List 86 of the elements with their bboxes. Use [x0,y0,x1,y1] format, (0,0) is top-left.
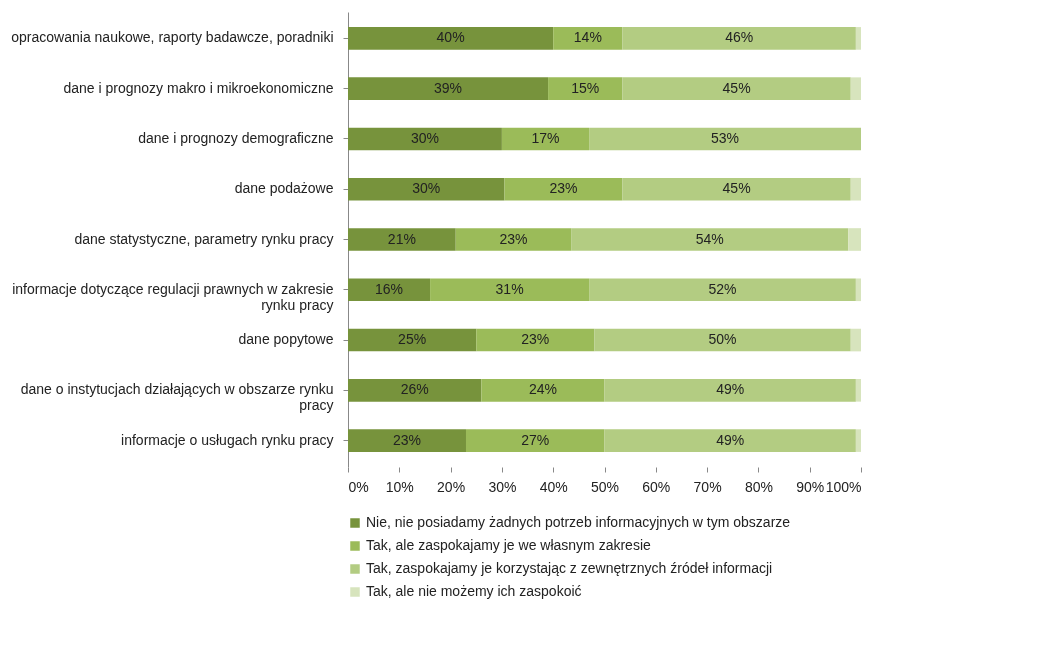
y-tick-label: dane i prognozy makro i mikroekonomiczne [63,79,334,96]
data-label: 45% [722,180,751,197]
bar [348,127,502,151]
bar [604,429,856,452]
x-tick-label: 0% [348,478,369,495]
bar [594,328,851,352]
bar [430,278,590,302]
data-label: 21% [387,230,416,247]
data-label: 30% [412,180,441,197]
bar [553,27,623,50]
bar [850,77,861,100]
data-label: 23% [392,431,422,448]
bar [348,228,456,251]
x-tick-label: 60% [642,478,671,495]
x-tick-label: 100% [825,478,862,495]
bar [850,177,861,201]
bar [855,278,861,302]
legend-label: Tak, ale nie możemy ich zaspokoić [366,583,582,599]
data-label: 16% [375,280,404,297]
x-tick-label: 90% [796,478,825,495]
data-label: 52% [708,280,737,297]
x-tick-label: 70% [693,478,722,495]
bar [348,429,466,452]
bar [571,228,849,251]
data-label: 27% [521,431,550,448]
bar [548,77,623,100]
data-label: 50% [708,331,737,348]
bar [348,77,549,100]
bar [855,27,861,50]
data-label: 15% [571,79,600,96]
data-label: 54% [695,230,724,247]
bar [455,228,572,251]
bar [481,379,605,402]
bar [348,177,505,201]
y-tick-label: informacje dotyczące regulacji prawnych w zakresie rynku pracy [12,280,334,313]
bar [622,177,851,201]
legend-label: Tak, zaspokajamy je korzystając z zewnętrznych źródeł informacji [366,560,773,576]
bar [622,27,856,50]
x-tick-label: 20% [437,478,466,495]
x-tick-label: 50% [590,478,620,495]
y-tick-label: dane statystyczne, parametry rynku pracy [74,230,334,247]
bar [589,127,861,151]
y-tick-label: dane popytowe [238,331,334,348]
bar [622,77,851,100]
y-tick-label: dane podażowe [234,180,334,197]
bar [348,278,431,302]
y-tick-label: informacje o usługach rynku pracy [121,431,334,448]
data-label: 39% [434,79,463,96]
bar [504,177,623,201]
bar [465,429,605,452]
bar [501,127,590,151]
data-label: 31% [495,280,524,297]
legend-label: Tak, ale zaspokajamy je we własnym zakresie [366,537,651,553]
data-label: 23% [549,180,578,197]
data-label: 46% [725,29,754,46]
data-label: 30% [410,129,439,146]
bar [476,328,595,352]
data-label: 53% [711,129,740,146]
legend-label: Nie, nie posiadamy żadnych potrzeb informacyjnych w tym obszarze [366,514,791,530]
data-label: 40% [436,29,465,46]
bar [848,228,861,251]
bar [604,379,856,402]
y-tick-label: dane i prognozy demograficzne [138,129,334,146]
data-label: 49% [716,381,745,398]
data-label: 24% [528,381,557,398]
data-label: 26% [400,381,429,398]
bar [855,429,861,452]
data-label: 49% [716,431,745,448]
bar [348,379,482,402]
data-label: 25% [398,331,427,348]
bar [348,328,477,352]
x-tick-label: 40% [539,478,568,495]
bar [855,379,861,402]
bar [348,27,554,50]
y-tick-label: dane o instytucjach działających w obszarze rynku pracy [20,381,334,414]
y-tick-label: opracowania naukowe, raporty badawcze, poradniki [11,29,334,46]
data-label: 23% [499,230,528,247]
x-tick-label: 30% [488,478,517,495]
x-tick-label: 10% [385,478,414,495]
bar [850,328,861,352]
bar [589,278,856,302]
data-label: 17% [531,129,560,146]
data-label: 23% [521,331,550,348]
x-tick-label: 80% [744,478,773,495]
data-label: 14% [573,29,602,46]
data-label: 45% [722,79,751,96]
